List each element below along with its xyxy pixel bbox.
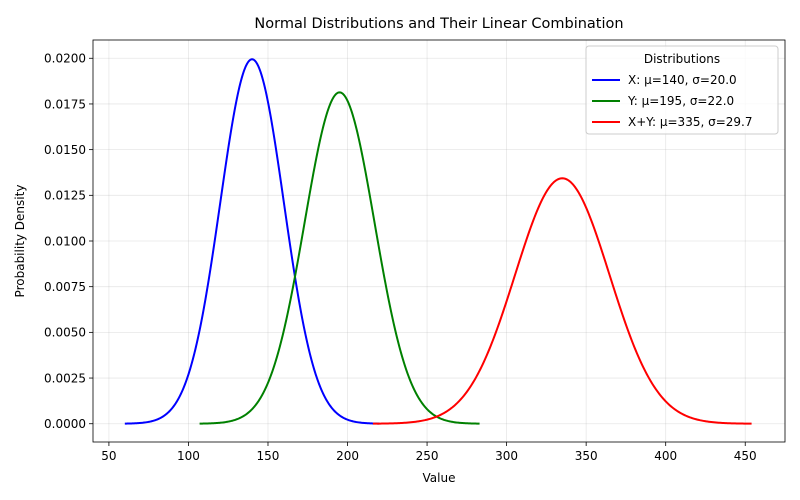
legend: Distributions X: μ=140, σ=20.0 Y: μ=195, … — [585, 45, 779, 135]
x-tick-label: 150 — [257, 449, 280, 463]
x-tick-label: 250 — [416, 449, 439, 463]
x-tick-label: 200 — [336, 449, 359, 463]
y-tick-label: 0.0175 — [44, 97, 86, 111]
legend-entry-0: X: μ=140, σ=20.0 — [628, 73, 737, 87]
y-tick-label: 0.0100 — [44, 234, 86, 248]
x-axis-label: Value — [423, 471, 456, 485]
chart-title: Normal Distributions and Their Linear Co… — [254, 16, 623, 32]
x-tick-label: 100 — [177, 449, 200, 463]
y-tick-label: 0.0050 — [44, 326, 86, 340]
y-tick-label: 0.0150 — [44, 143, 86, 157]
x-tick-label: 300 — [495, 449, 518, 463]
legend-items: X: μ=140, σ=20.0 Y: μ=195, σ=22.0 X+Y: μ=3… — [592, 73, 752, 129]
y-tick-label: 0.0200 — [44, 52, 86, 66]
legend-title: Distributions — [644, 52, 720, 66]
legend-entry-2: X+Y: μ=335, σ=29.7 — [628, 115, 752, 129]
series-line-0 — [124, 58, 380, 425]
x-axis-ticks: 50 100 150 200 250 300 350 400 450 — [101, 442, 757, 463]
y-axis-ticks: 0.0000 0.0025 0.0050 0.0075 0.0100 0.0125 0.01… — [44, 52, 93, 431]
series-line-2 — [372, 177, 752, 425]
x-tick-label: 50 — [101, 449, 116, 463]
series-line-1 — [199, 91, 480, 425]
legend-box — [585, 45, 779, 135]
x-tick-label: 400 — [654, 449, 677, 463]
y-tick-label: 0.0000 — [44, 417, 86, 431]
y-axis-label: Probability Density — [13, 185, 27, 298]
y-tick-label: 0.0025 — [44, 371, 86, 385]
x-tick-label: 350 — [575, 449, 598, 463]
x-tick-label: 450 — [734, 449, 757, 463]
grid — [93, 40, 785, 442]
legend-entry-1: Y: μ=195, σ=22.0 — [627, 94, 734, 108]
y-tick-label: 0.0075 — [44, 280, 86, 294]
y-tick-label: 0.0125 — [44, 189, 86, 203]
series-lines — [124, 58, 752, 425]
